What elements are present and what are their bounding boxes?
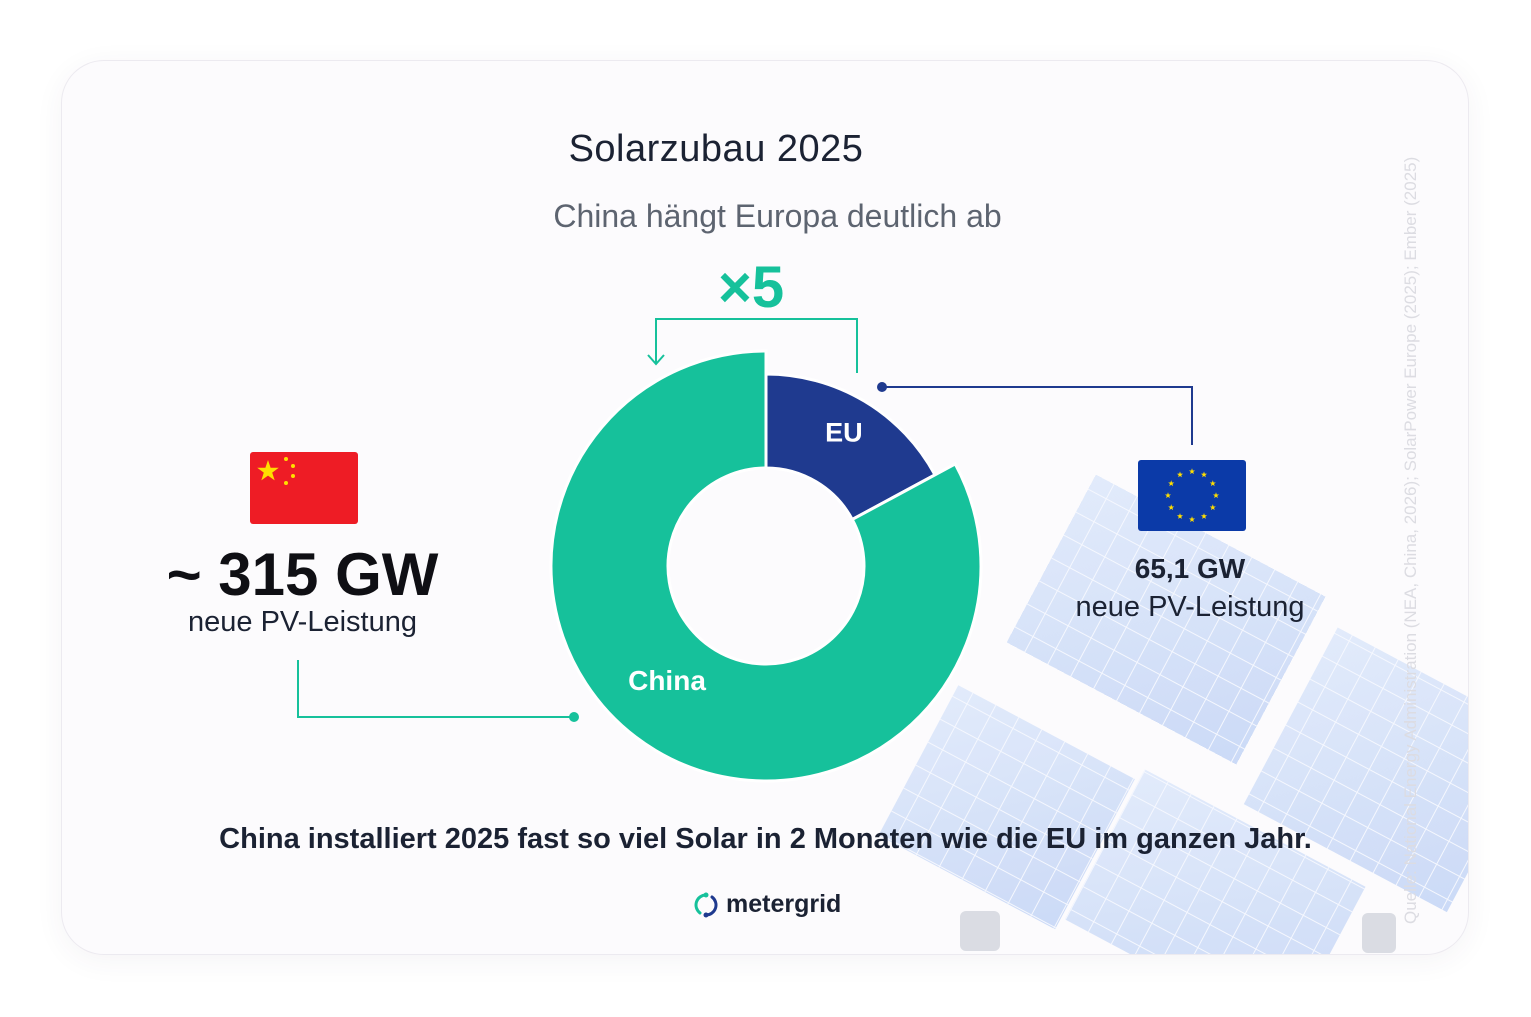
eu-flag-icon: [1138, 460, 1246, 531]
eu-star-icon: [1168, 504, 1175, 511]
eu-star-icon: [1188, 468, 1196, 475]
brand-name: metergrid: [726, 890, 842, 918]
eu-star-icon: [1176, 513, 1184, 519]
chart-title: Solarzubau 2025: [568, 128, 864, 170]
china-caption: neue PV-Leistung: [188, 606, 417, 638]
eu-star-icon: [1188, 516, 1196, 523]
chart-subtitle: China hängt Europa deutlich ab: [553, 198, 1002, 234]
eu-star-icon: [1209, 480, 1216, 487]
china-connector-line: [297, 660, 574, 718]
china-value: ~ 315 GW: [166, 541, 439, 608]
eu-connector-line: [882, 386, 1193, 445]
eu-value: 65,1 GW: [1134, 553, 1246, 584]
multiplier-label: ×5: [718, 255, 785, 320]
source-note-wrapper: Quelle: National Energy Administration (…: [1401, 94, 1437, 924]
eu-star-icon: [1168, 480, 1175, 487]
footnote: China installiert 2025 fast so viel Sola…: [219, 823, 1312, 855]
multiplier-bracket: [655, 318, 858, 373]
brand-logo: metergrid: [694, 890, 841, 919]
eu-star-icon: [1164, 492, 1172, 499]
eu-star-icon: [1200, 513, 1208, 519]
slice-label-china: China: [628, 665, 706, 696]
eu-connector-dot: [877, 382, 887, 392]
eu-caption: neue PV-Leistung: [1075, 591, 1305, 623]
slice-label-eu: EU: [825, 417, 863, 447]
eu-star-icon: [1209, 504, 1216, 511]
china-connector-dot: [569, 712, 579, 722]
donut-slice-china: [549, 349, 983, 783]
donut-slice-eu: [764, 372, 938, 522]
source-note: Quelle: National Energy Administration (…: [1401, 156, 1420, 924]
solar-panels-background: [878, 474, 1468, 954]
bracket-arrow: [647, 354, 665, 366]
china-flag-icon: [250, 452, 358, 524]
eu-star-icon: [1176, 471, 1184, 478]
eu-star-icon: [1200, 471, 1208, 478]
eu-star-icon: [1212, 492, 1220, 499]
metergrid-logo-icon: [694, 892, 718, 917]
